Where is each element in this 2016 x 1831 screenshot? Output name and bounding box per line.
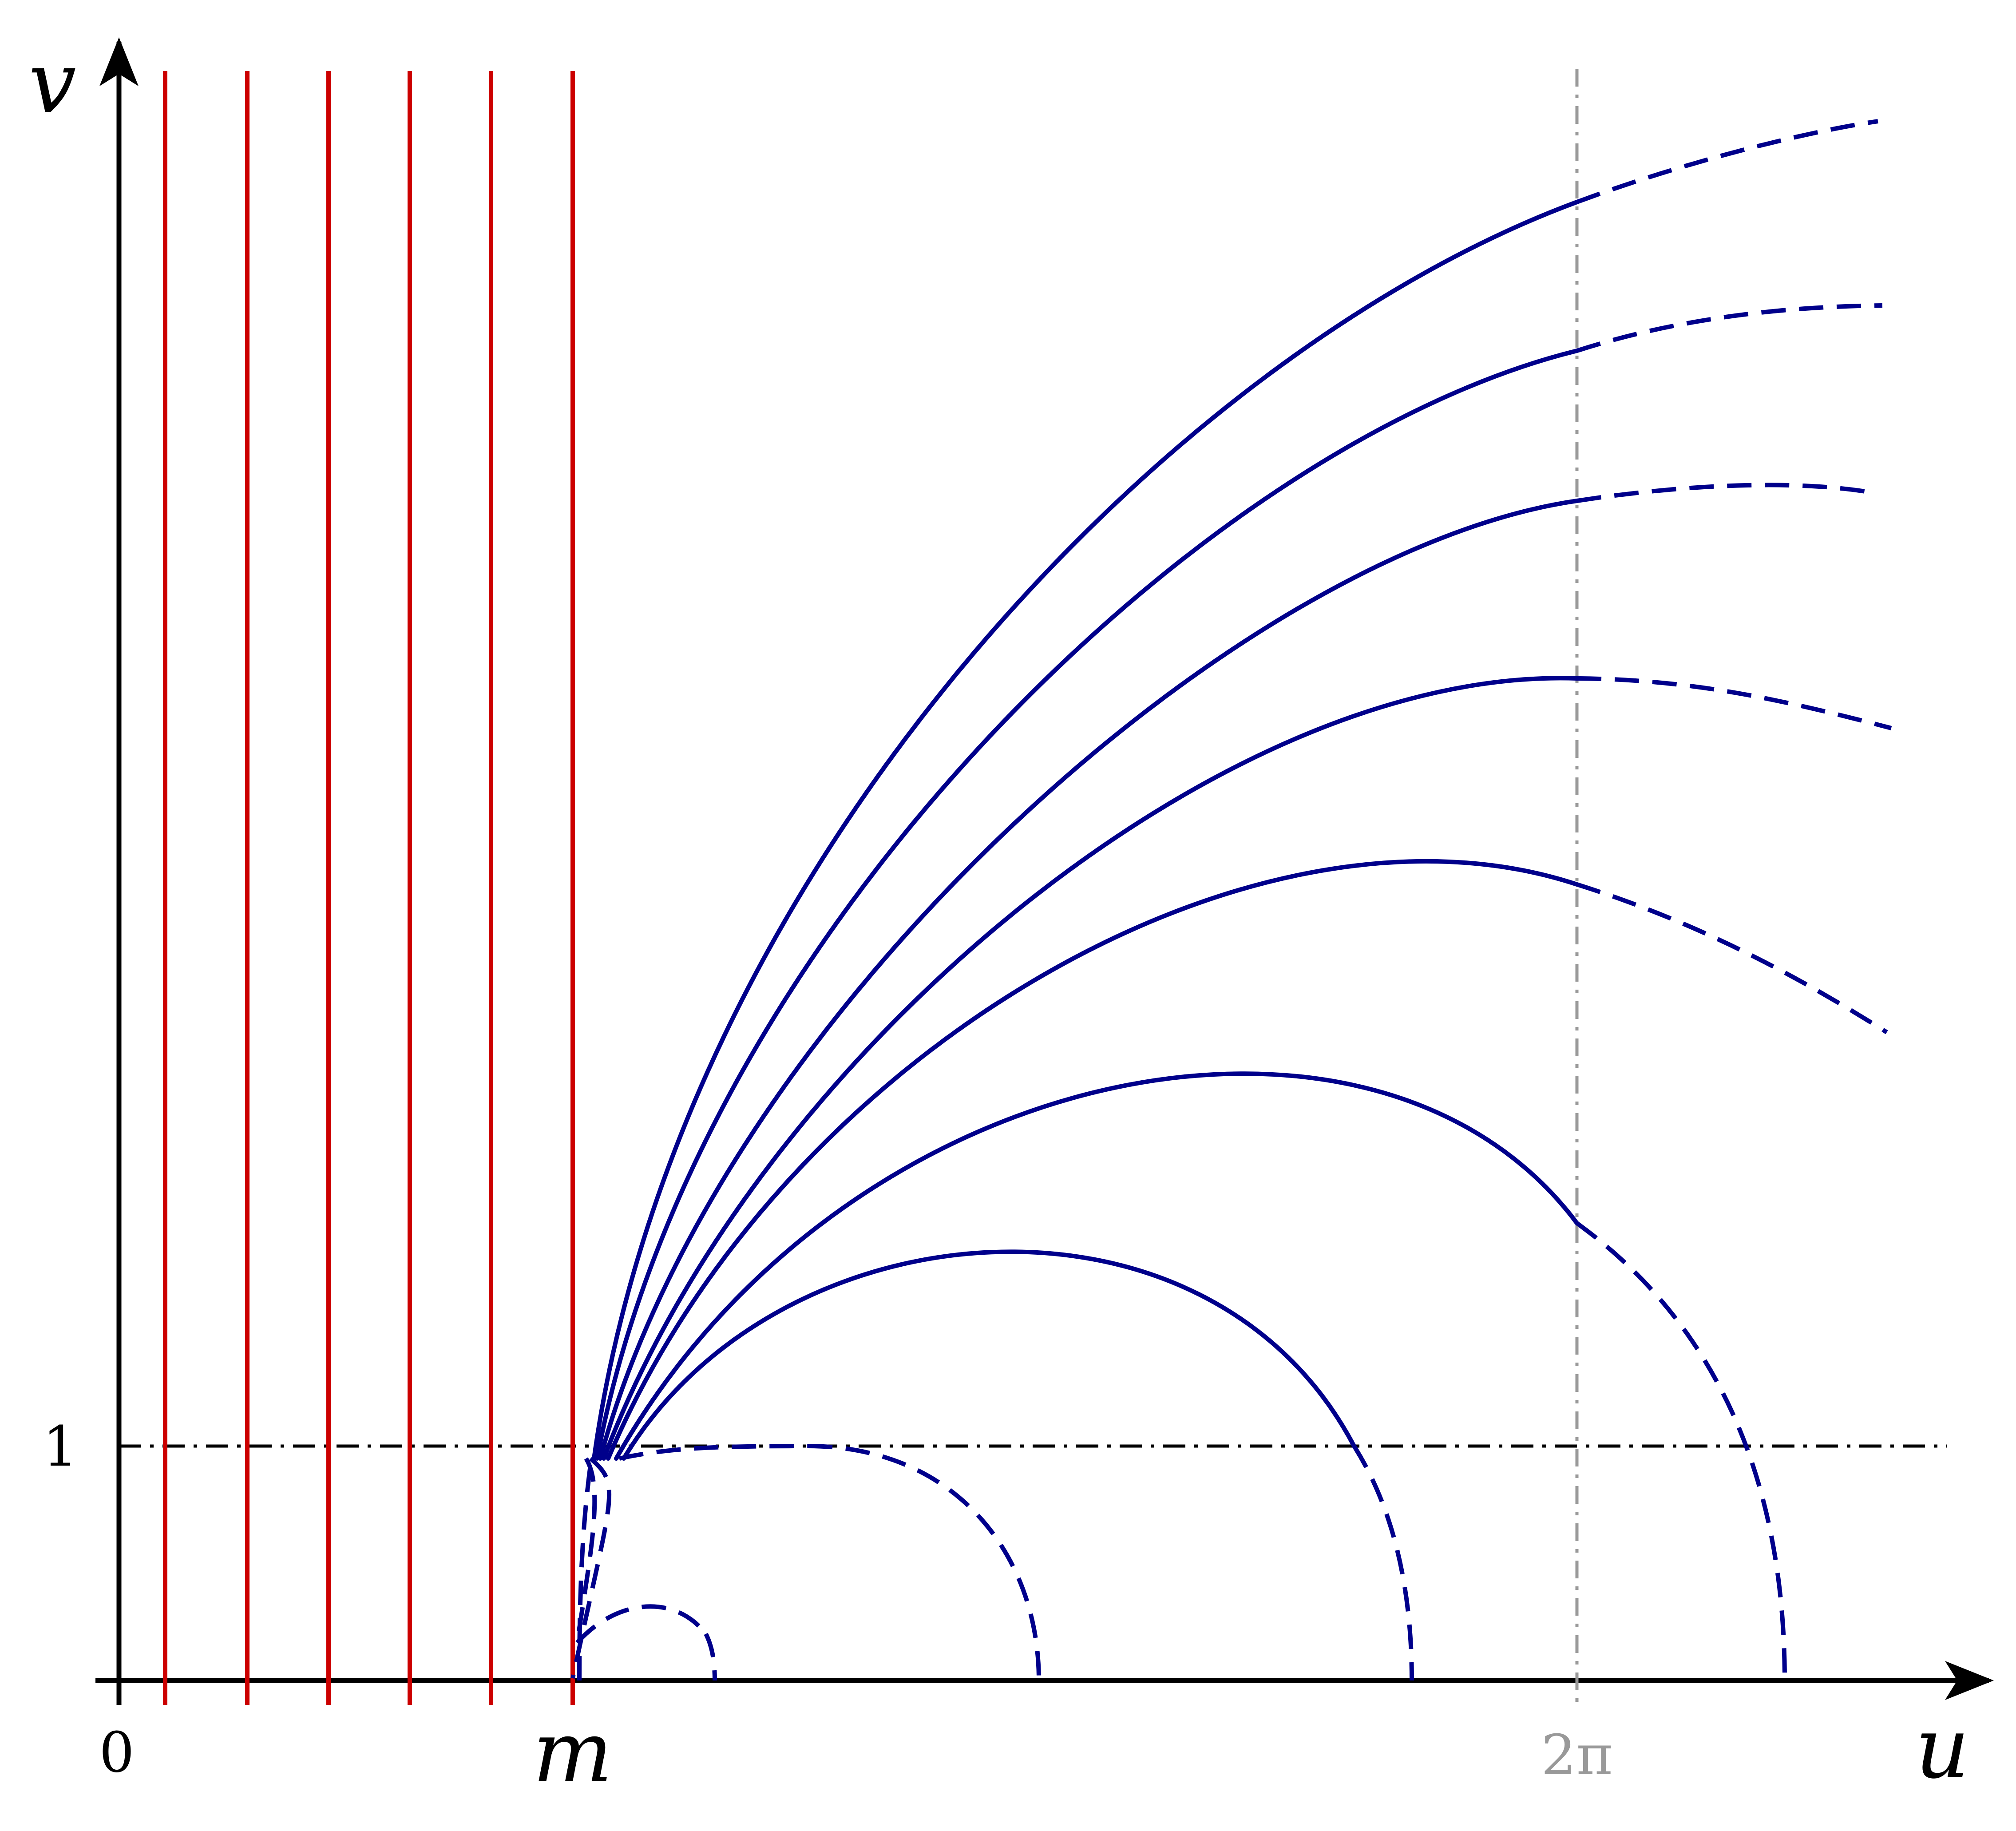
- curve-solid-2: [595, 349, 1579, 1461]
- origin-label: 0: [99, 1720, 135, 1785]
- y-axis-label: v: [28, 34, 76, 132]
- curve-solid-1: [592, 200, 1579, 1461]
- curve-dashed-6: [1576, 1221, 1787, 1681]
- curve-dashed-3: [1576, 483, 1874, 503]
- two-pi-label: 2π: [1541, 1723, 1613, 1787]
- solid-curves: [592, 200, 1579, 1461]
- m-label: m: [533, 1703, 613, 1801]
- curve-dashed-11: [808, 1444, 1041, 1681]
- one-label: 1: [43, 1415, 78, 1479]
- curve-dashed-10: [618, 1444, 808, 1461]
- curve-dashed-2: [1576, 303, 1883, 353]
- curve-dashed-1: [1576, 119, 1878, 204]
- curve-dashed-14: [577, 1465, 593, 1681]
- curve-dashed-8: [570, 1457, 612, 1679]
- curve-dashed-4: [1576, 676, 1892, 730]
- curve-solid-4: [602, 676, 1579, 1461]
- x-axis-label: u: [1915, 1699, 1969, 1797]
- curve-dashed-12: [575, 1604, 708, 1645]
- curve-dashed-5: [1576, 882, 1888, 1034]
- curve-dashed-13: [704, 1633, 717, 1681]
- curve-solid-5: [606, 859, 1579, 1461]
- dashed-curves: [570, 119, 1892, 1681]
- curve-dashed-7: [1352, 1445, 1414, 1681]
- curve-solid-3: [598, 499, 1579, 1461]
- red-lines: [163, 71, 575, 1705]
- curve-solid-6: [614, 1071, 1579, 1461]
- curve-solid-7: [622, 1249, 1356, 1461]
